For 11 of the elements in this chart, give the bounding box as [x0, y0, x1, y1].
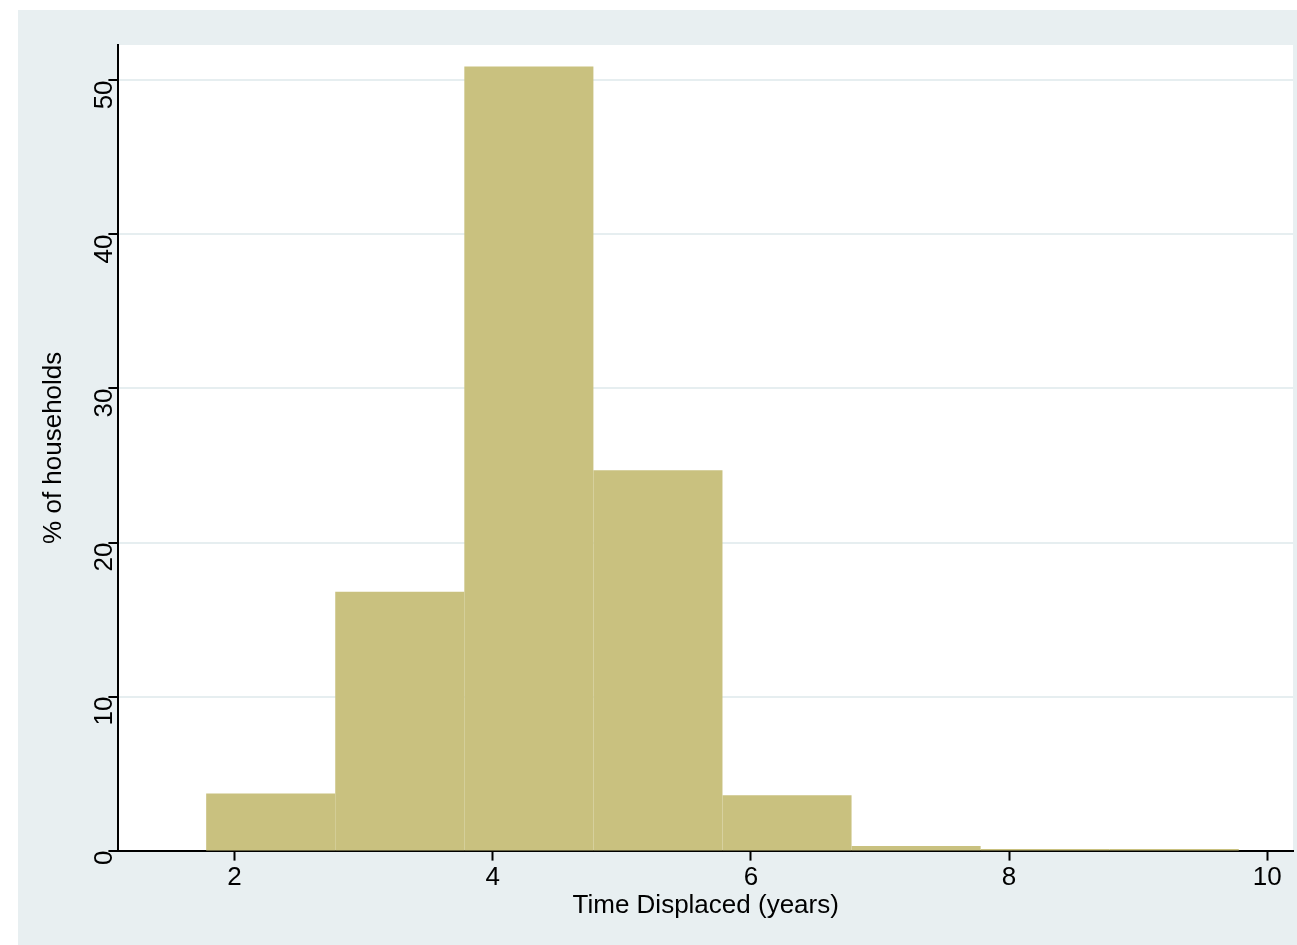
x-tick-label: 4	[485, 861, 500, 892]
y-axis-title: % of households	[36, 351, 67, 544]
y-tick-label: 0	[87, 850, 118, 866]
y-tick-label: 30	[87, 388, 118, 418]
y-tick-label: 40	[87, 234, 118, 264]
x-tick-label: 8	[1001, 861, 1017, 892]
y-tick-label: 50	[87, 80, 118, 110]
y-tick-label: 20	[87, 542, 118, 572]
x-tick-label: 2	[227, 861, 242, 892]
y-tick-label: 10	[87, 696, 118, 726]
x-tick-label: 10	[1252, 861, 1282, 892]
